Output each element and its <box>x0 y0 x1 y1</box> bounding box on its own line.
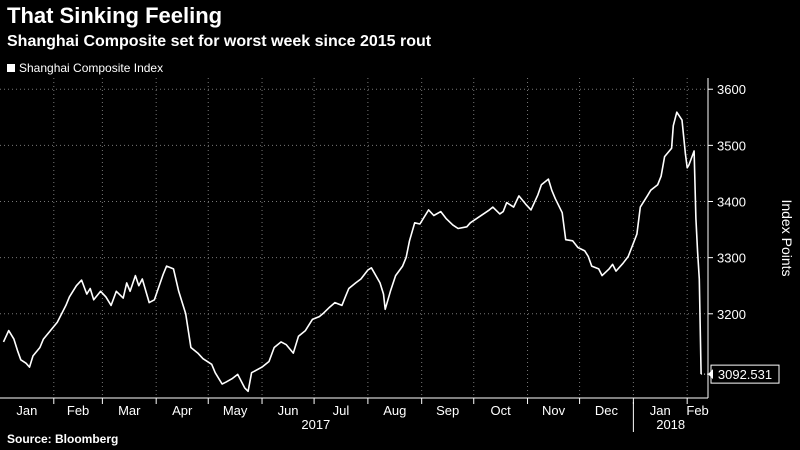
year-label-2018: 2018 <box>656 417 685 432</box>
x-tick-label: Oct <box>491 403 512 418</box>
legend-label: Shanghai Composite Index <box>19 61 164 75</box>
x-tick-label: Jul <box>333 403 350 418</box>
x-tick-label: Jan <box>16 403 37 418</box>
chart-subtitle: Shanghai Composite set for worst week si… <box>7 33 432 50</box>
x-tick-label: Jun <box>278 403 299 418</box>
x-tick-label: Mar <box>118 403 141 418</box>
y-tick-label: 3400 <box>717 195 746 210</box>
legend-swatch <box>7 64 15 72</box>
x-tick-label: Jan <box>650 403 671 418</box>
legend: Shanghai Composite Index <box>7 61 163 75</box>
x-tick-label: May <box>223 403 248 418</box>
y-tick-label: 3300 <box>717 251 746 266</box>
x-tick-label: Nov <box>542 403 566 418</box>
chart-title: That Sinking Feeling <box>7 3 223 28</box>
x-tick-label: Dec <box>595 403 619 418</box>
x-tick-label: Sep <box>436 403 459 418</box>
x-tick-label: Apr <box>172 403 193 418</box>
last-value-label: 3092.531 <box>718 367 772 382</box>
x-tick-label: Aug <box>383 403 406 418</box>
source-note: Source: Bloomberg <box>7 432 119 446</box>
x-tick-label: Feb <box>686 403 708 418</box>
x-tick-label: Feb <box>67 403 89 418</box>
series-line-shanghai-composite <box>2 111 702 393</box>
y-tick-label: 3200 <box>717 307 746 322</box>
y-tick-label: 3500 <box>717 138 746 153</box>
y-axis-title: Index Points <box>779 199 795 276</box>
y-tick-label: 3600 <box>717 82 746 97</box>
year-label-2017: 2017 <box>301 417 330 432</box>
last-value-pointer <box>708 369 713 380</box>
